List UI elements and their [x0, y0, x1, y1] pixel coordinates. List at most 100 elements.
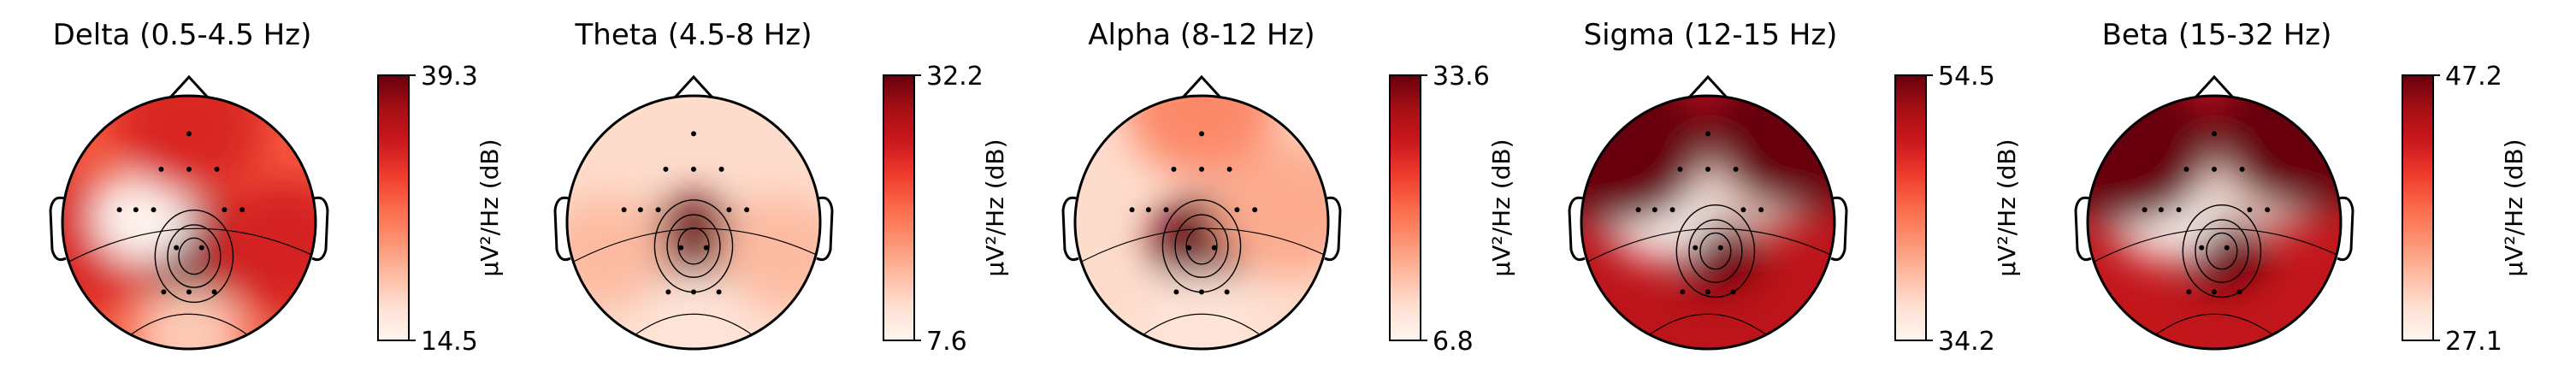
- contour-line: [1581, 227, 1835, 266]
- head-outline: [61, 94, 317, 351]
- sensor-dot: [2247, 207, 2253, 213]
- contour-line: [178, 237, 210, 275]
- colorbar-max-label: 32.2: [926, 62, 984, 92]
- sensor-dot: [726, 207, 732, 213]
- sensor-dot: [1651, 207, 1657, 213]
- contour-line: [1174, 214, 1229, 278]
- sensor-dot: [1226, 166, 1232, 172]
- colorbar: 54.5 34.2 µV²/Hz (dB): [1894, 62, 2021, 357]
- contour-line: [567, 227, 820, 266]
- sensor-dot: [663, 166, 669, 172]
- left-ear: [49, 196, 67, 262]
- colorbar: 32.2 7.6 µV²/Hz (dB): [883, 62, 1009, 357]
- sensor-dot: [239, 207, 245, 213]
- sensor-dot: [2186, 289, 2192, 295]
- topomap-field: [1075, 96, 1328, 349]
- sensor-dot: [1717, 245, 1723, 251]
- topomap-spot: [567, 195, 669, 310]
- sensor-dot: [174, 245, 180, 251]
- head-outline: [2086, 94, 2343, 351]
- contour-line: [677, 227, 710, 265]
- colorbar-label: µV²/Hz (dB): [1487, 139, 1515, 276]
- colorbar-max-label: 39.3: [421, 62, 478, 92]
- sensor-dot: [1199, 166, 1204, 172]
- right-ear: [816, 196, 834, 262]
- contour-line: [62, 227, 316, 266]
- right-ear: [1830, 196, 1848, 262]
- sensor-dot: [2199, 245, 2205, 251]
- sensor-dot: [691, 289, 696, 295]
- topomap-spot: [209, 179, 316, 316]
- colorbar: 33.6 6.8 µV²/Hz (dB): [1389, 62, 1515, 357]
- sensor-dot: [222, 207, 227, 213]
- sensor-dot: [2212, 166, 2217, 172]
- left-ear: [1568, 196, 1586, 262]
- topomap-spot: [1581, 96, 1709, 227]
- sensor-dot: [1669, 207, 1675, 213]
- topomap-spot: [133, 286, 245, 349]
- topomap-spot: [718, 195, 820, 310]
- sensor-dot: [1171, 166, 1177, 172]
- colorbar-gradient: [1389, 74, 1421, 341]
- left-ear: [2074, 196, 2092, 262]
- topomap-panel-3: Alpha (8-12 Hz) 33.6 6.8 µV²/Hz (dB): [1061, 18, 1515, 357]
- right-ear: [2337, 196, 2354, 262]
- panel-title: Beta (15-32 Hz): [2102, 18, 2332, 52]
- sensor-dot: [1211, 245, 1217, 251]
- head-outline: [1580, 94, 1836, 351]
- sensor-dot: [1740, 207, 1746, 213]
- sensor-dot: [1635, 207, 1641, 213]
- panel-title: Delta (0.5-4.5 Hz): [53, 18, 312, 52]
- sensor-dot: [1705, 166, 1710, 172]
- sensor-dot: [1224, 289, 1230, 295]
- contour-line: [1185, 227, 1218, 265]
- sensor-dot: [2158, 207, 2164, 213]
- sensor-dot: [1252, 207, 1258, 213]
- colorbar-min-label: 14.5: [421, 327, 478, 357]
- sensor-dot: [161, 289, 167, 295]
- sensor-dot: [211, 289, 217, 295]
- sensor-dot: [1234, 207, 1240, 213]
- colorbar-label: µV²/Hz (dB): [476, 139, 504, 276]
- sensor-dot: [1677, 166, 1683, 172]
- contour-line: [2182, 204, 2262, 298]
- sensor-dot: [133, 207, 139, 213]
- contour-line: [1075, 227, 1328, 266]
- contour-line: [2206, 232, 2238, 270]
- sensor-dot: [744, 207, 750, 213]
- sensor-dot: [1186, 245, 1192, 251]
- panel-title: Theta (4.5-8 Hz): [575, 18, 812, 52]
- topomap-field: [567, 96, 820, 349]
- sensor-dot: [214, 166, 220, 172]
- topomap-spot: [92, 171, 194, 263]
- sensor-dot: [1199, 131, 1204, 137]
- topomap-spot: [113, 96, 265, 195]
- panel-title: Alpha (8-12 Hz): [1088, 18, 1315, 52]
- topomap-spot: [1138, 271, 1265, 349]
- contour-line: [1675, 204, 1756, 298]
- colorbar: 47.2 27.1 µV²/Hz (dB): [2402, 62, 2528, 357]
- topomap-spot: [2088, 96, 2214, 227]
- sensor-dot: [2142, 207, 2148, 213]
- sensor-dot: [655, 207, 661, 213]
- sensor-dot: [691, 166, 696, 172]
- nose: [1687, 74, 1728, 99]
- contour-line: [167, 224, 222, 288]
- sensor-dot: [2212, 131, 2217, 137]
- sensor-dot: [718, 166, 724, 172]
- sensor-dot: [691, 131, 696, 137]
- sensor-dot: [1730, 289, 1736, 295]
- colorbar-label: µV²/Hz (dB): [1993, 139, 2021, 276]
- right-ear: [1324, 196, 1342, 262]
- colorbar-gradient: [883, 74, 915, 341]
- sensor-dot: [716, 289, 722, 295]
- topomap-spot: [630, 271, 757, 349]
- sensor-dot: [2239, 166, 2245, 172]
- sensor-dot: [116, 207, 122, 213]
- sensor-dot: [703, 245, 709, 251]
- topomap-panel-5: Beta (15-32 Hz) 47.2 27.1 µV²/Hz (dB): [2074, 18, 2528, 357]
- topomap-panel-4: Sigma (12-15 Hz) 54.5 34.2 µV²/Hz (dB): [1568, 18, 2021, 357]
- colorbar-gradient: [1894, 74, 1927, 341]
- colorbar-max-label: 47.2: [2445, 62, 2502, 92]
- left-ear: [1061, 196, 1079, 262]
